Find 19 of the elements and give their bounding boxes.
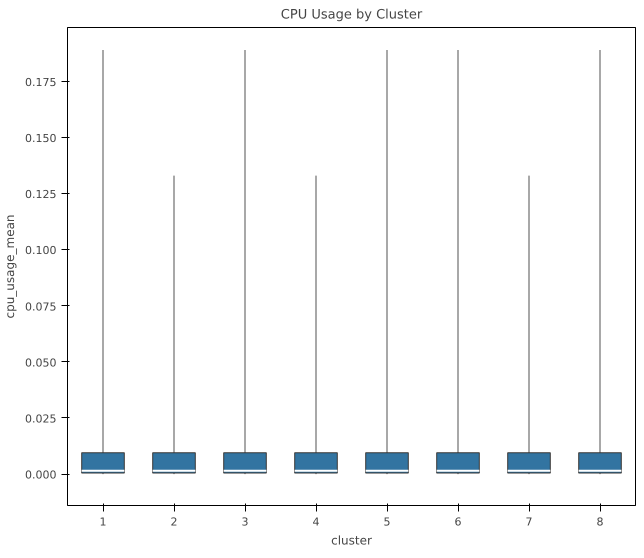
- x-axis-title: cluster: [331, 534, 372, 548]
- x-tick-label: 5: [384, 516, 390, 528]
- x-tick-label: 7: [526, 516, 532, 528]
- x-tick-label: 2: [170, 516, 178, 528]
- y-tick-label: 0.125: [25, 188, 57, 202]
- x-tick-label: 6: [454, 516, 462, 528]
- chart-title: CPU Usage by Cluster: [280, 8, 423, 22]
- x-tick-label: 8: [596, 516, 604, 528]
- x-tick-label: 1: [100, 516, 106, 528]
- y-tick-label: 0.150: [25, 132, 57, 145]
- y-tick-label: 0.000: [25, 468, 57, 482]
- x-tick-label: 3: [242, 516, 248, 528]
- y-tick-label: 0.175: [25, 76, 57, 89]
- y-tick-label: 0.075: [25, 300, 57, 314]
- y-tick-label: 0.025: [25, 412, 57, 426]
- y-tick-label: 0.050: [25, 356, 57, 370]
- y-tick-label: 0.100: [25, 244, 57, 258]
- x-tick-label: 4: [312, 516, 320, 528]
- y-axis-title: cpu_usage_mean: [3, 214, 18, 319]
